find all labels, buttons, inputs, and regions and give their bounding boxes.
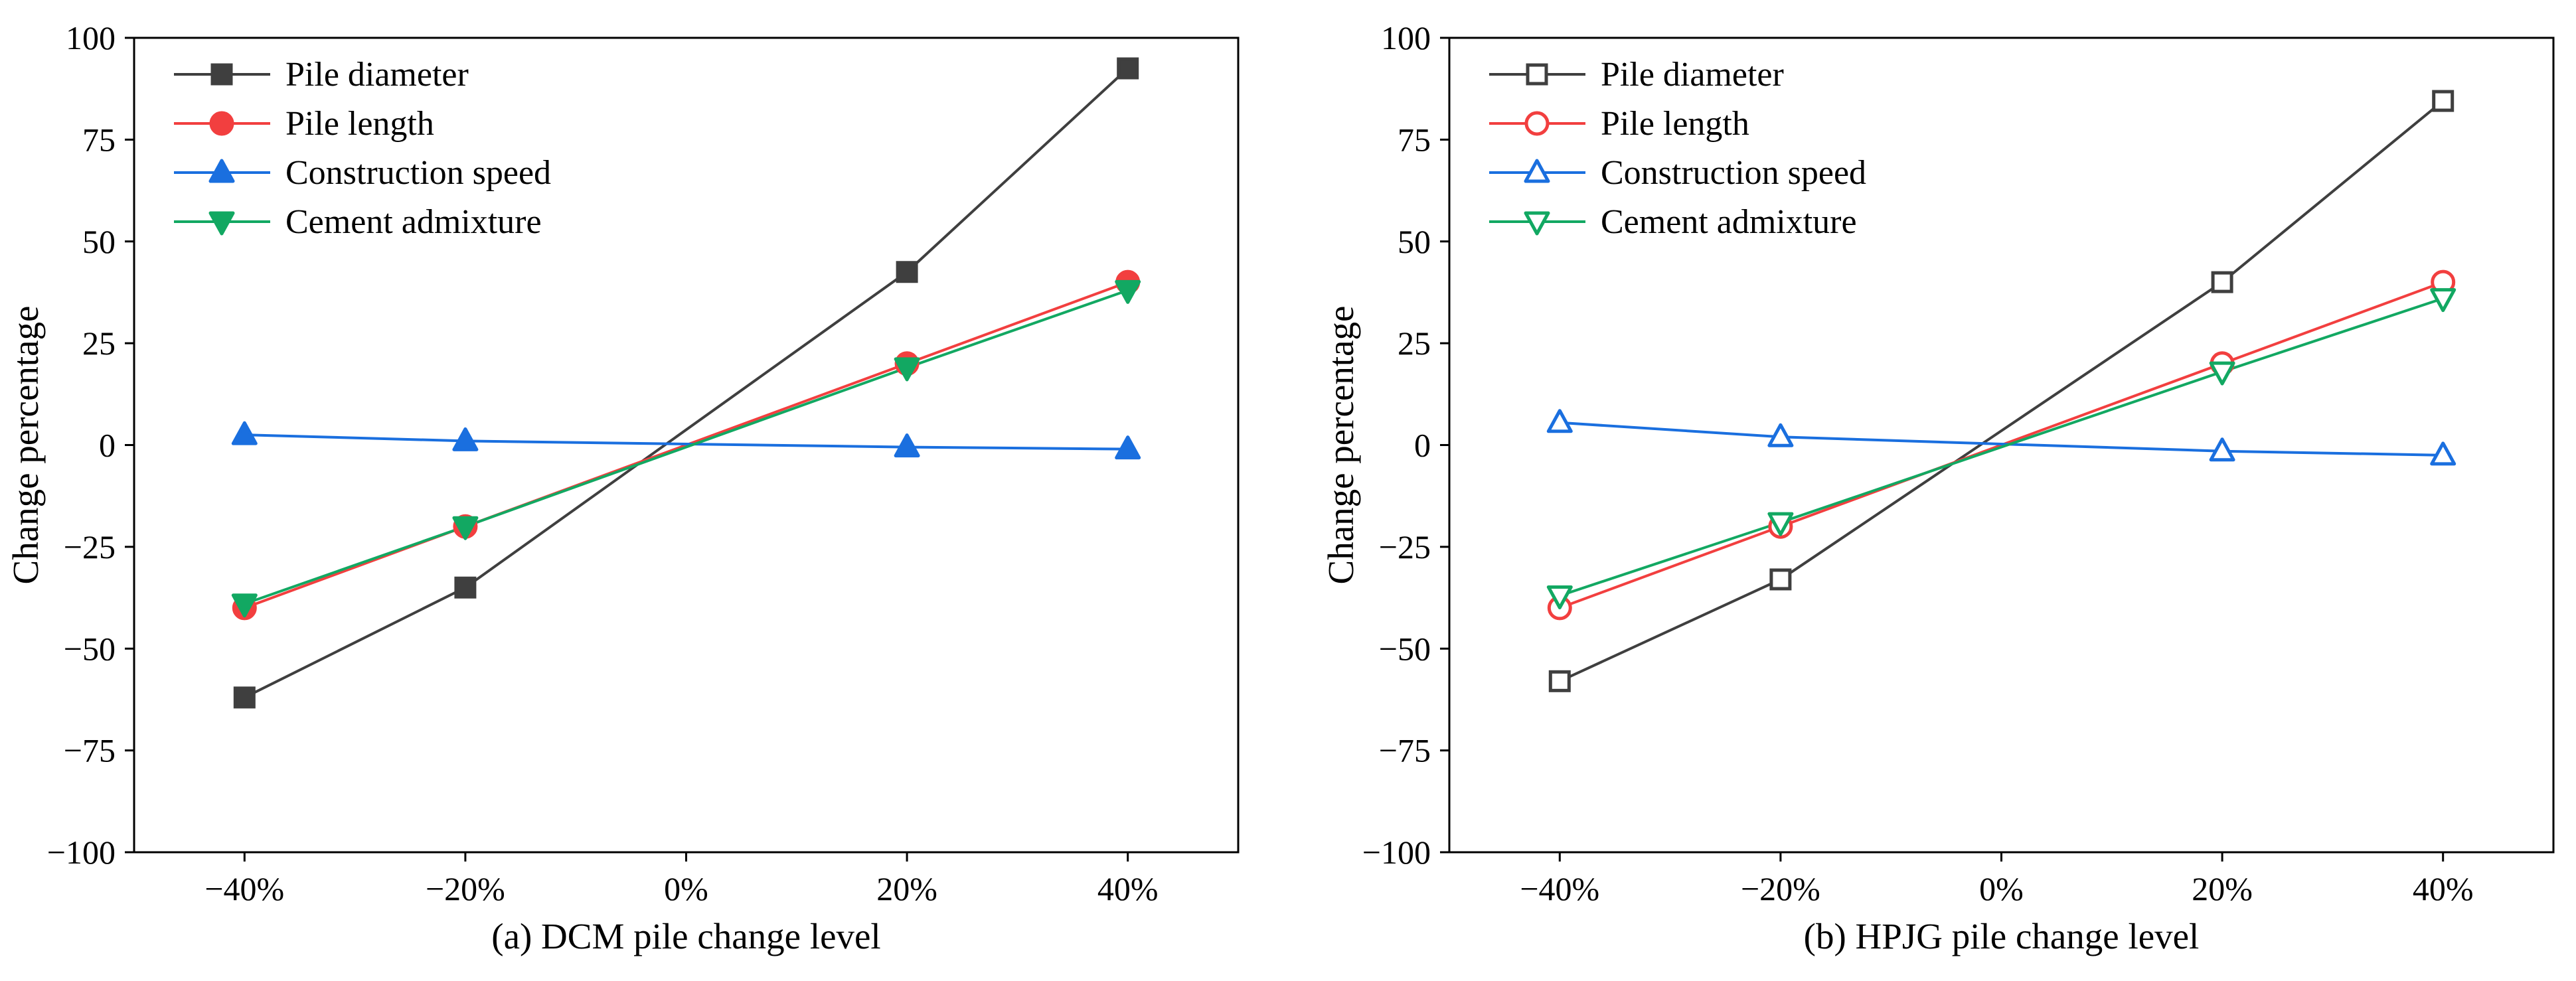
data-point-s2-3 [2430,441,2456,466]
data-point-s0-3 [2432,90,2455,112]
data-point-s3-3 [2430,288,2456,313]
y-axis-label: Change percentage [1321,306,1361,585]
data-point-s2-0 [1546,409,1573,433]
data-point-s3-1 [1767,512,1794,536]
y-tick-label: 25 [1398,325,1431,362]
series-line-2 [1560,421,2443,457]
data-point-s0-2 [896,261,918,283]
data-point-s2-2 [2209,437,2235,462]
series-line-3 [1559,297,2444,597]
legend-label: Pile length [285,105,434,143]
x-tick-label: −40% [204,870,284,907]
legend-label: Construction speed [285,154,551,192]
x-tick-label: 0% [664,870,708,907]
y-tick-label: 0 [1414,427,1431,464]
y-tick-label: −25 [1379,528,1431,566]
x-axis-label: (b) HPJG pile change level [1804,916,2200,956]
data-point-s2-3 [1115,435,1141,460]
x-tick-label: 20% [2192,870,2253,907]
legend-marker [1524,159,1550,183]
x-tick-label: −40% [1520,870,1599,907]
y-tick-label: −100 [47,834,116,871]
data-point-s0-3 [1117,57,1139,80]
data-point-s0-2 [2211,271,2233,293]
y-tick-label: 0 [99,427,116,464]
series-line-0 [244,67,1129,699]
y-tick-label: 50 [1398,223,1431,260]
series-line-0 [1559,100,2444,683]
data-point-s3-0 [1546,585,1573,609]
y-tick-label: 75 [1398,121,1431,158]
legend-marker [1526,63,1548,86]
legend-label: Cement admixture [285,203,542,241]
x-tick-label: 20% [876,870,937,907]
y-tick-label: −100 [1362,834,1431,871]
y-tick-label: −75 [64,732,116,769]
legend-marker [1524,111,1550,136]
data-point-s2-0 [231,421,258,445]
y-tick-label: 50 [82,223,116,260]
data-point-s0-0 [1548,670,1571,692]
data-point-s2-2 [894,433,920,458]
y-tick-label: 25 [82,325,116,362]
chart-panel-a: −100 −75 −50 −25 0 25 50 75 100 −40% −20% 0% 20% 40% (… [5,19,1240,956]
x-tick-label: 40% [2413,870,2474,907]
data-point-s3-3 [1115,279,1141,304]
y-tick-label: −75 [1379,732,1431,769]
y-axis-label: Change percentage [5,306,46,585]
x-tick-label: 40% [1097,870,1159,907]
y-tick-label: 100 [66,19,116,56]
legend-label: Pile diameter [285,56,469,94]
y-tick-label: −50 [64,630,116,667]
y-tick-label: −25 [64,528,116,566]
chart-panel-b: −100 −75 −50 −25 0 25 50 75 100 −40% −20% 0% 20% 40% (… [1321,19,2555,956]
data-point-s3-1 [452,516,479,540]
legend-marker [1524,211,1550,236]
legend-marker [208,159,235,183]
x-axis-label: (a) DCM pile change level [491,916,880,956]
series-line-2 [244,433,1128,451]
y-tick-label: 75 [82,121,116,158]
data-point-s0-1 [1769,568,1792,591]
y-tick-label: 100 [1381,19,1431,56]
x-tick-label: −20% [1741,870,1820,907]
y-tick-label: −50 [1379,630,1431,667]
data-point-s0-1 [454,576,477,599]
data-point-s0-0 [233,686,256,709]
x-tick-label: −20% [426,870,505,907]
legend-label: Construction speed [1601,154,1866,192]
data-point-s3-0 [231,593,258,618]
legend: Pile diameter Pile length Construction spe… [174,56,551,241]
legend-label: Pile length [1601,105,1749,143]
data-point-s3-2 [2209,361,2235,386]
data-point-s3-2 [894,357,920,382]
legend-marker [208,211,235,236]
legend-marker [210,63,233,86]
data-point-s2-1 [452,427,479,451]
series-line-3 [244,289,1129,605]
data-point-s2-1 [1767,423,1794,447]
legend-label: Cement admixture [1601,203,1857,241]
x-tick-label: 0% [1979,870,2024,907]
legend-label: Pile diameter [1601,56,1784,94]
legend-marker [209,111,234,136]
legend: Pile diameter Pile length Construction spe… [1489,56,1866,241]
